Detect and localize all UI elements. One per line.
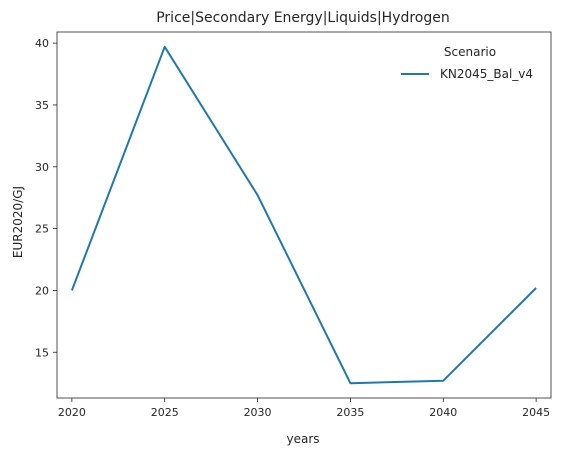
y-tick-label: 40 <box>35 37 49 50</box>
x-tick-label: 2020 <box>58 406 86 419</box>
plot-frame <box>56 31 552 399</box>
y-axis: 15 20 25 30 35 40 <box>35 37 57 359</box>
y-tick-label: 35 <box>35 99 49 112</box>
y-axis-label: EUR2020/GJ <box>11 186 25 258</box>
x-tick-label: 2040 <box>429 406 457 419</box>
legend-entry-label: KN2045_Bal_v4 <box>440 67 533 81</box>
legend: Scenario KN2045_Bal_v4 <box>401 45 533 81</box>
y-tick-label: 25 <box>35 223 49 236</box>
x-tick-label: 2035 <box>336 406 364 419</box>
legend-title: Scenario <box>444 45 496 59</box>
x-axis: 2020 2025 2030 2035 2040 2045 <box>58 398 550 419</box>
x-axis-label: years <box>286 432 319 446</box>
x-tick-label: 2030 <box>244 406 272 419</box>
y-tick-label: 30 <box>35 161 49 174</box>
series-layer <box>70 45 537 385</box>
chart-title: Price|Secondary Energy|Liquids|Hydrogen <box>156 10 450 26</box>
y-tick-label: 20 <box>35 284 49 297</box>
x-tick-label: 2025 <box>151 406 179 419</box>
plot-border <box>56 31 552 399</box>
x-tick-label: 2045 <box>522 406 550 419</box>
series-line-0 <box>70 45 537 385</box>
y-tick-label: 15 <box>35 346 49 359</box>
